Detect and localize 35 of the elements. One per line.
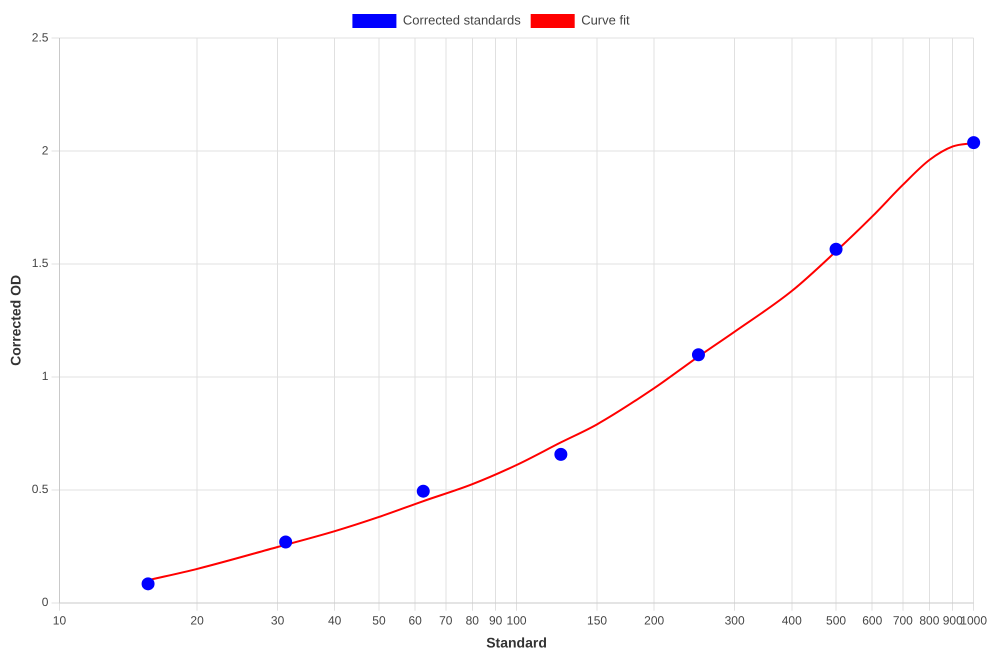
x-tick-label: 150 [587,613,608,628]
point [416,484,430,498]
legend-label: Curve fit [581,12,630,28]
x-tick-label: 70 [439,613,453,628]
x-tick-label: 10 [52,613,66,628]
point [142,577,155,590]
legend-label: Corrected standards [402,12,522,28]
y-tick-label: 2 [42,143,49,158]
x-tick-label: 400 [782,613,802,628]
x-tick-label: 60 [408,613,422,628]
point [967,136,980,150]
x-tick-label: 700 [892,613,914,628]
point [692,348,705,362]
y-tick-label: 1 [42,369,49,384]
x-tick-label: 20 [190,613,204,628]
x-tick-label: 90 [488,613,503,628]
point [554,448,568,461]
y-tick-label: 1.5 [32,256,49,270]
x-tick-label: 50 [372,613,386,628]
x-tick-label: 800 [919,613,940,628]
x-tick-label: 200 [644,613,664,628]
x-tick-label: 500 [826,613,846,628]
x-tick-label: 30 [270,613,285,628]
x-tick-label: 100 [506,613,527,628]
x-tick-label: 300 [724,613,745,628]
y-axis-title: Corrected OD [7,274,24,366]
x-tick-label: 600 [862,613,883,628]
x-tick-label: 40 [328,613,342,628]
point [830,242,843,256]
y-tick-label: 0.5 [32,482,49,496]
point [279,536,292,549]
x-tick-label: 80 [466,613,480,628]
y-tick-label: 2.5 [32,30,49,44]
y-tick-label: 0 [42,595,49,610]
x-axis-title: Standard [486,634,547,650]
